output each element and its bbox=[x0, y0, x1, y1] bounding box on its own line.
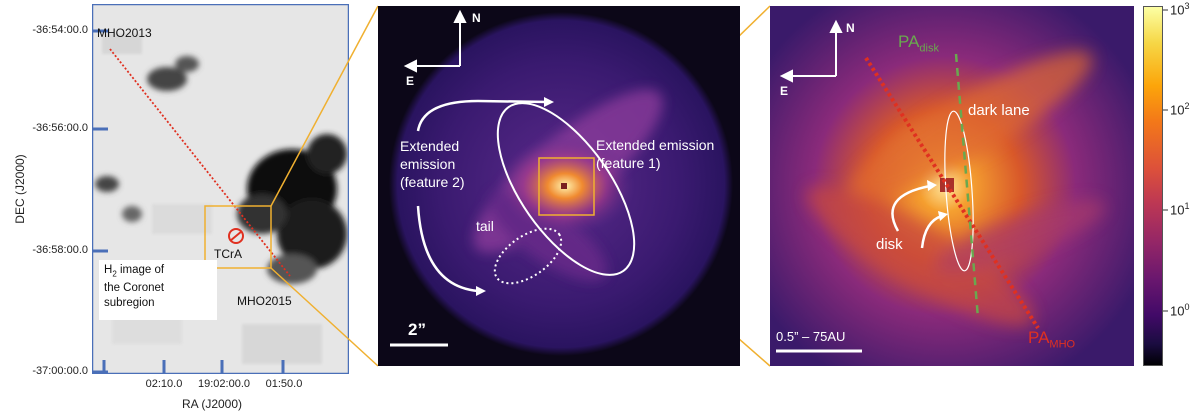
zoom-image-canvas bbox=[770, 6, 1134, 366]
ext1-line-1: Extended emission bbox=[596, 137, 715, 153]
colorbar-label-1e3: 103 bbox=[1170, 1, 1190, 18]
ytick-2: -36:58:00.0 bbox=[32, 244, 88, 256]
pa-disk-line bbox=[954, 53, 980, 319]
panel-h2-image: MHO2013 MHO2015 TCrA H2 image of the Cor… bbox=[91, 3, 350, 375]
ext1-label: Extended emission (feature 1) bbox=[596, 136, 714, 172]
xtick-1: 19:02:00.0 bbox=[198, 378, 250, 390]
ytick-0: -36:54:00.0 bbox=[32, 24, 88, 36]
scale-label-3: 0.5” – 75AU bbox=[776, 329, 846, 344]
ext2-label: Extended emission (feature 2) bbox=[400, 137, 465, 191]
ext1-line-2: (feature 1) bbox=[596, 155, 661, 171]
dark-lane-ellipse bbox=[944, 110, 974, 272]
panel-wide-image: N E Extended emission (feature 2) Extend… bbox=[378, 6, 740, 366]
ext2-line-2: emission bbox=[400, 156, 456, 172]
caption-line-2: the Coronet bbox=[104, 282, 165, 295]
ytick-1: -36:56:00.0 bbox=[32, 122, 88, 134]
wide-image-canvas bbox=[389, 9, 733, 356]
feature1-ellipse bbox=[496, 102, 636, 276]
xtick-0: 02:10.0 bbox=[145, 378, 183, 390]
nebula-dark-region bbox=[95, 56, 347, 284]
label-tcra: TCrA bbox=[214, 247, 242, 261]
compass2-east: E bbox=[406, 74, 415, 88]
x-axis-title: RA (J2000) bbox=[182, 397, 243, 411]
pa-mho-line bbox=[864, 56, 1040, 330]
tail-label: tail bbox=[476, 218, 494, 234]
ext2-line-3: (feature 2) bbox=[400, 174, 465, 190]
pa-mho-label: PAMHO bbox=[1028, 328, 1076, 351]
ytick-3: -37:00:00.0 bbox=[32, 365, 88, 377]
tail-ellipse bbox=[493, 227, 563, 285]
compass2-north: N bbox=[472, 11, 481, 25]
feature2-arrow-bottom bbox=[416, 205, 479, 293]
label-mho2013: MHO2013 bbox=[97, 26, 152, 40]
colorbar-label-1e2: 102 bbox=[1170, 101, 1190, 118]
compass-3 bbox=[779, 19, 843, 83]
compass3-north: N bbox=[846, 21, 855, 35]
compass3-east: E bbox=[780, 84, 789, 98]
colorbar-label-1e0: 100 bbox=[1170, 302, 1190, 319]
colorbar-label-1e1: 101 bbox=[1170, 201, 1190, 218]
colorbar bbox=[1143, 6, 1163, 366]
compass-2 bbox=[403, 9, 467, 73]
label-mho2015: MHO2015 bbox=[237, 294, 292, 308]
dark-lane-label: dark lane bbox=[968, 102, 1030, 119]
xtick-2: 01:50.0 bbox=[265, 378, 303, 390]
disk-arrow-1 bbox=[891, 184, 931, 232]
jet-axis-line bbox=[109, 48, 291, 277]
panel-zoom-image: N E PAdisk dark lane disk PAMHO 0.5” – 7… bbox=[770, 6, 1134, 366]
caption-line-1: H2 image of bbox=[104, 264, 165, 279]
colorbar-ticks bbox=[1163, 9, 1168, 312]
inner-zoom-box bbox=[538, 157, 595, 216]
disk-label: disk bbox=[876, 236, 903, 253]
ext2-line-1: Extended bbox=[400, 138, 460, 154]
tcra-marker bbox=[228, 228, 244, 244]
scale-label-2: 2” bbox=[408, 320, 426, 339]
h2-caption-box: H2 image of the Coronet subregion bbox=[99, 260, 217, 320]
feature2-arrow-top bbox=[416, 99, 549, 132]
caption-line-3: subregion bbox=[104, 297, 155, 310]
pa-disk-label: PAdisk bbox=[898, 32, 939, 55]
zoom-box bbox=[204, 205, 272, 269]
